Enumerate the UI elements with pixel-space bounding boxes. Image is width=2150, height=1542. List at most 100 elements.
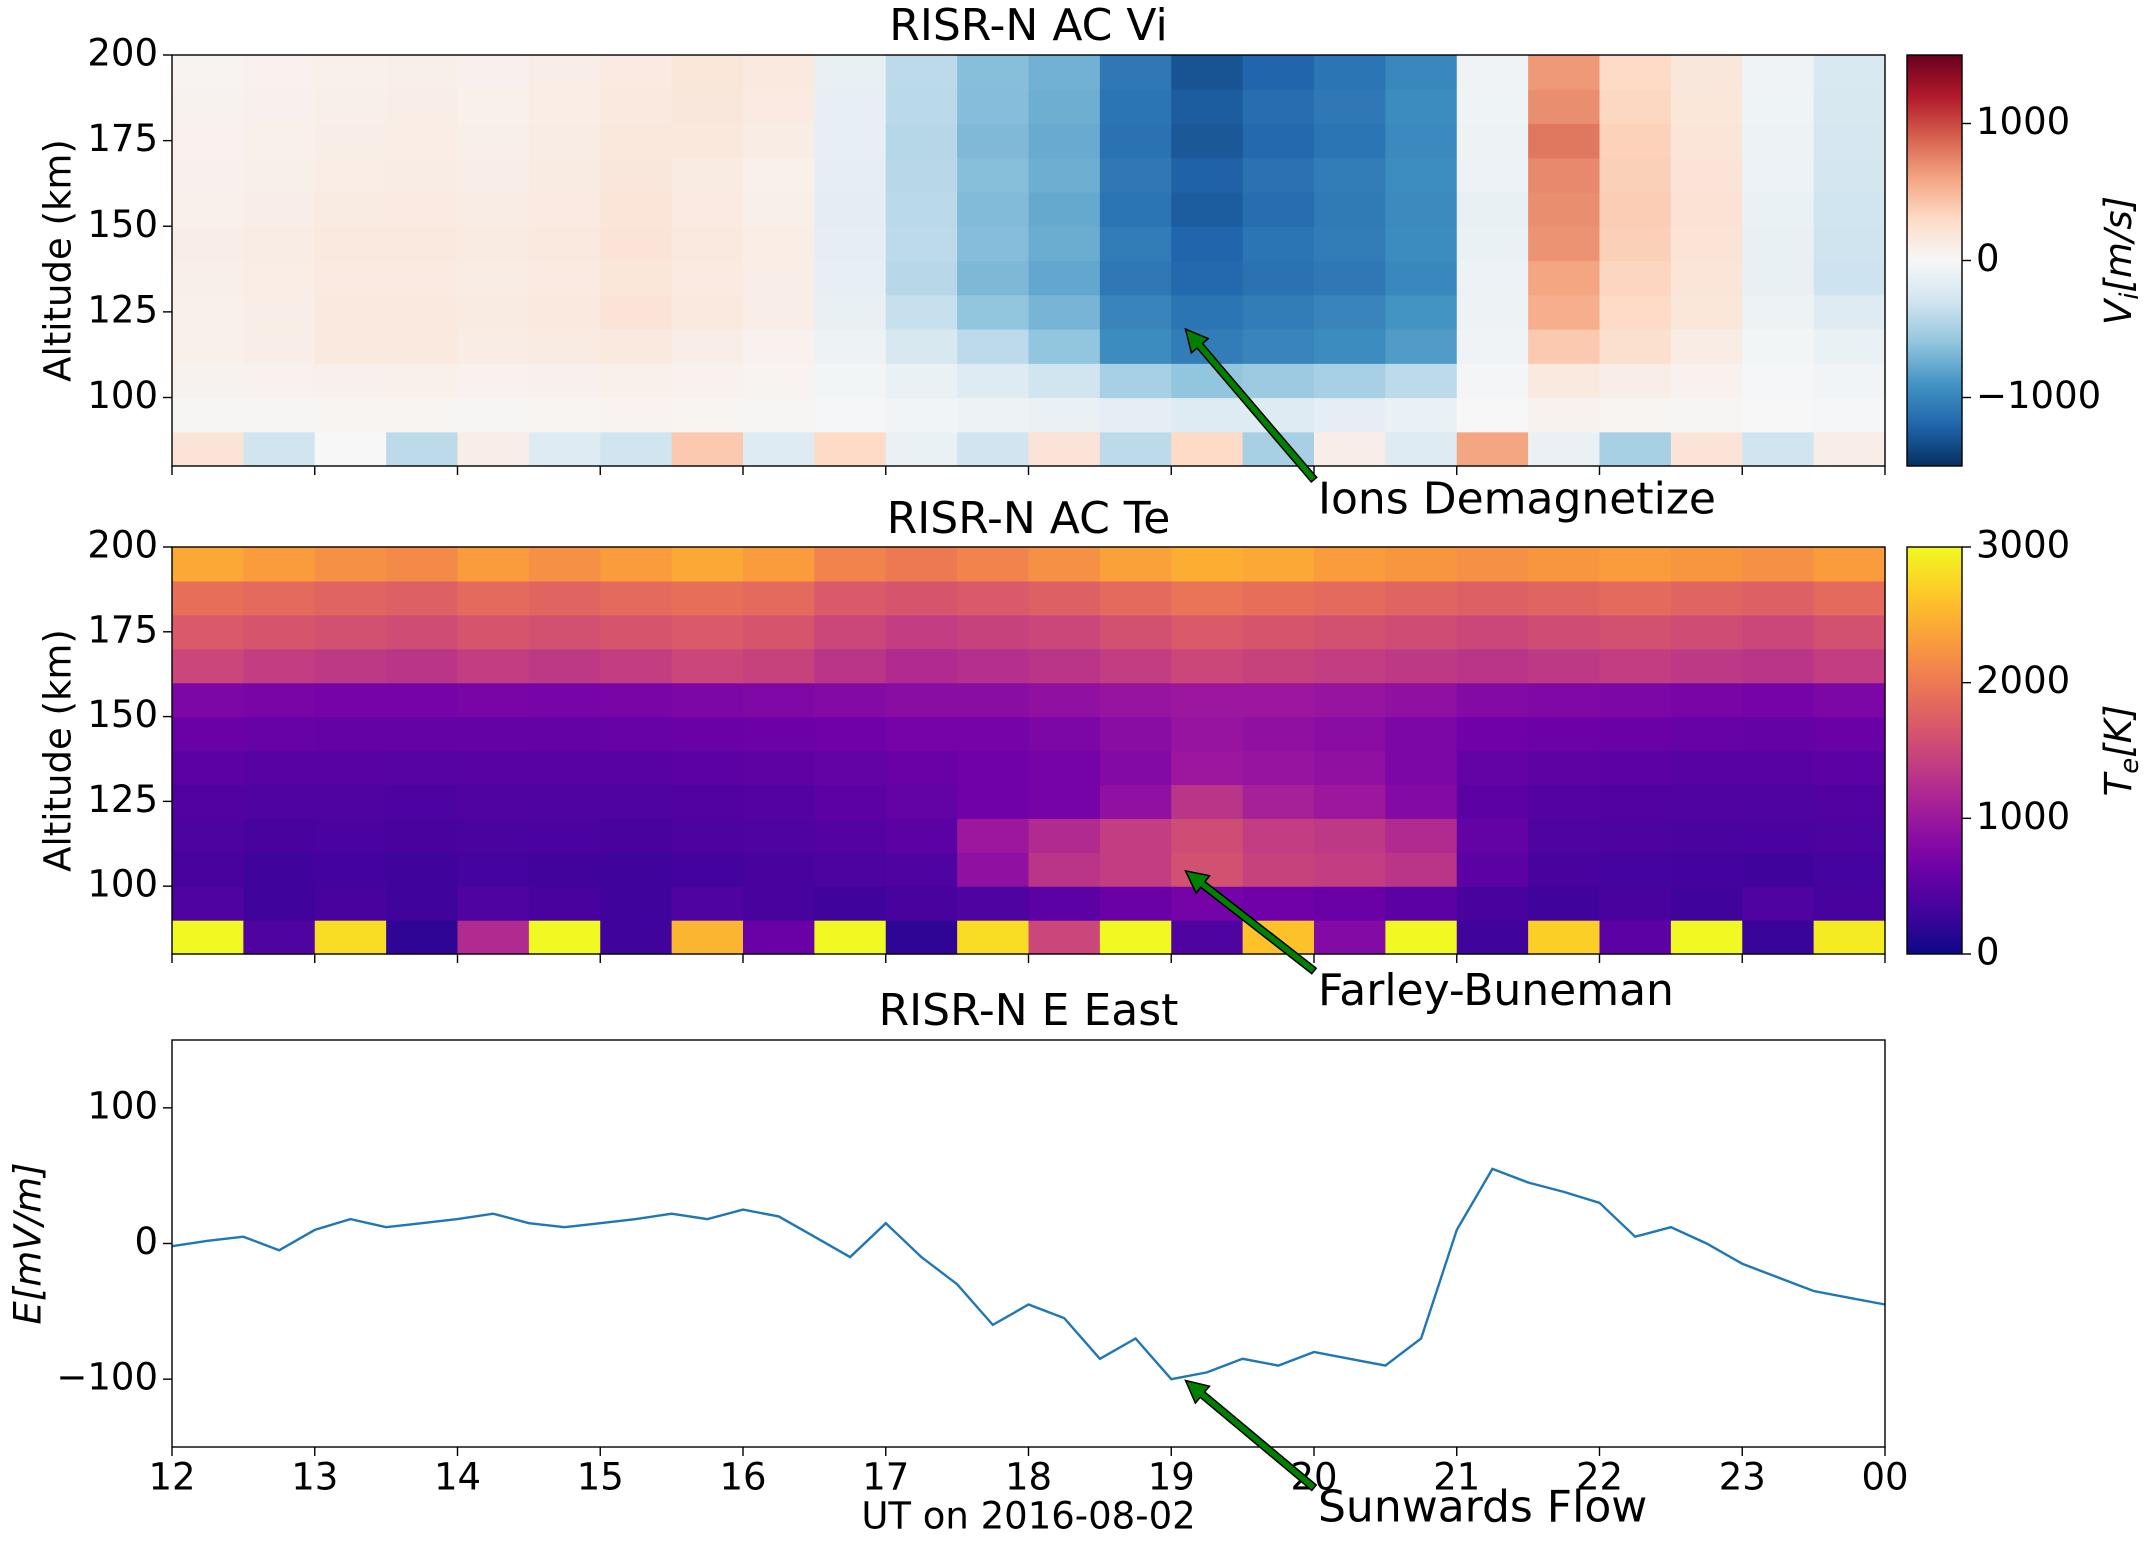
heatmap-cell [1314,852,1386,887]
heatmap-cell [814,614,887,650]
heatmap-cell [1670,89,1743,125]
heatmap-cell [1028,818,1101,853]
colorbar-tick-label: 3000 [1976,524,2070,567]
heatmap-cell [1099,682,1172,718]
heatmap-cell [814,920,887,955]
heatmap-cell [1813,920,1886,955]
heatmap-cell [528,431,601,467]
heatmap-cell [671,716,744,752]
heatmap-cell [172,260,244,296]
heatmap-cell [1670,192,1743,227]
heatmap-cell [1385,920,1458,955]
heatmap-cell [386,55,459,90]
heatmap-cell [1599,123,1672,159]
heatmap-cell [243,89,316,125]
heatmap-cell [386,886,459,921]
heatmap-cell [314,294,387,330]
heatmap-cell [671,226,744,262]
heatmap-cell [957,363,1030,399]
heatmap-cell [957,852,1030,887]
heatmap-cell [1314,920,1386,955]
heatmap-cell [1813,55,1886,90]
y-tick-label: 175 [87,117,158,160]
heatmap-cell [314,852,387,887]
heatmap-cell [172,547,244,582]
heatmap-cell [1242,886,1315,921]
heatmap-cell [1171,920,1244,955]
heatmap-cell [1599,192,1672,227]
heatmap-cell [528,294,601,330]
heatmap-cell [1528,920,1601,955]
heatmap-cell [1813,363,1886,399]
y-tick-label: 150 [87,203,158,246]
x-tick-label: 12 [148,1456,195,1499]
heatmap-cell [1028,397,1101,433]
heatmap-cell [243,818,316,853]
x-tick-label: 00 [1861,1456,1908,1499]
heatmap-cell [1528,431,1601,467]
heatmap-cell [243,580,316,616]
heatmap-cell [457,294,530,330]
heatmap-cell [1385,226,1458,262]
heatmap-cell [957,226,1030,262]
heatmap-cell [314,920,387,955]
heatmap-cell [1813,648,1886,684]
heatmap-cell [1670,397,1743,433]
heatmap-cell [1099,716,1172,752]
heatmap-cell [1599,363,1672,399]
heatmap-cell [600,852,673,887]
colorbar [1906,54,1963,467]
heatmap-cell [814,580,887,616]
annotation-text: Sunwards Flow [1318,1482,1647,1533]
heatmap-cell [1242,818,1315,853]
heatmap-cell [386,397,459,433]
heatmap-cell [1813,260,1886,296]
heatmap-cell [1456,886,1529,921]
heatmap-cell [1813,750,1886,786]
heatmap-cell [528,89,601,125]
heatmap-cell [1813,192,1886,227]
heatmap-cell [1599,329,1672,364]
heatmap-cell [671,431,744,467]
heatmap-cell [1314,547,1386,582]
heatmap-cell [1099,226,1172,262]
heatmap-cell [885,614,958,650]
heatmap-cell [885,397,958,433]
heatmap-cell [1456,397,1529,433]
heatmap-cell [314,89,387,125]
heatmap-cell [1242,294,1315,330]
heatmap-cell [1456,363,1529,399]
heatmap-cell [600,580,673,616]
heatmap-cell [243,886,316,921]
heatmap-cell [1456,226,1529,262]
annotation-arrow [1184,327,1318,484]
heatmap-cell [1528,397,1601,433]
heatmap-cell [957,431,1030,467]
heatmap-cell [1314,157,1386,193]
heatmap-cell [1528,750,1601,786]
heatmap-cell [600,397,673,433]
heatmap-cell [457,547,530,582]
heatmap-cell [1171,431,1244,467]
heatmap-cell [671,397,744,433]
heatmap-cell [743,260,815,296]
heatmap-cell [885,818,958,853]
heatmap-cell [1242,784,1315,819]
heatmap-cell [743,784,815,819]
heatmap-cell [1813,784,1886,819]
heatmap-cell [671,260,744,296]
heatmap-cell [1242,852,1315,887]
heatmap-cell [1813,580,1886,616]
heatmap-cell [671,886,744,921]
heatmap-cell [172,852,244,887]
heatmap-cell [528,55,601,90]
line [171,1167,1886,1381]
heatmap-cell [1670,260,1743,296]
heatmap-cell [1456,648,1529,684]
heatmap-cell [1242,614,1315,650]
colorbar-label-unit: [m/s] [2097,196,2140,293]
heatmap-cell [1456,750,1529,786]
heatmap-cell [1742,431,1815,467]
heatmap-cell [1028,648,1101,684]
heatmap-cell [528,329,601,364]
